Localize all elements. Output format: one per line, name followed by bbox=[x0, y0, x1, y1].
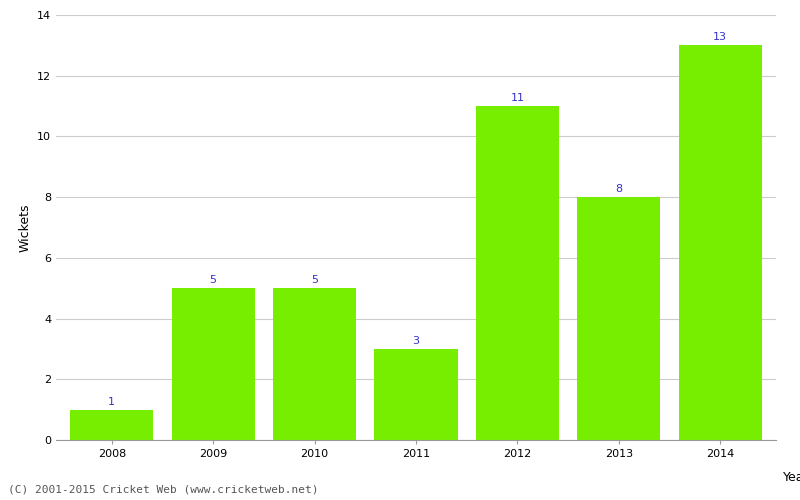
Bar bbox=[70, 410, 154, 440]
Text: Year: Year bbox=[783, 470, 800, 484]
Bar bbox=[578, 197, 660, 440]
Y-axis label: Wickets: Wickets bbox=[18, 203, 31, 252]
Text: 3: 3 bbox=[413, 336, 419, 346]
Bar bbox=[678, 46, 762, 440]
Text: 1: 1 bbox=[108, 396, 115, 406]
Text: 5: 5 bbox=[210, 275, 217, 285]
Text: 8: 8 bbox=[615, 184, 622, 194]
Text: 13: 13 bbox=[714, 32, 727, 42]
Text: (C) 2001-2015 Cricket Web (www.cricketweb.net): (C) 2001-2015 Cricket Web (www.cricketwe… bbox=[8, 485, 318, 495]
Bar bbox=[374, 349, 458, 440]
Bar bbox=[172, 288, 254, 440]
Bar bbox=[476, 106, 559, 440]
Text: 5: 5 bbox=[311, 275, 318, 285]
Text: 11: 11 bbox=[510, 93, 525, 103]
Bar bbox=[273, 288, 356, 440]
